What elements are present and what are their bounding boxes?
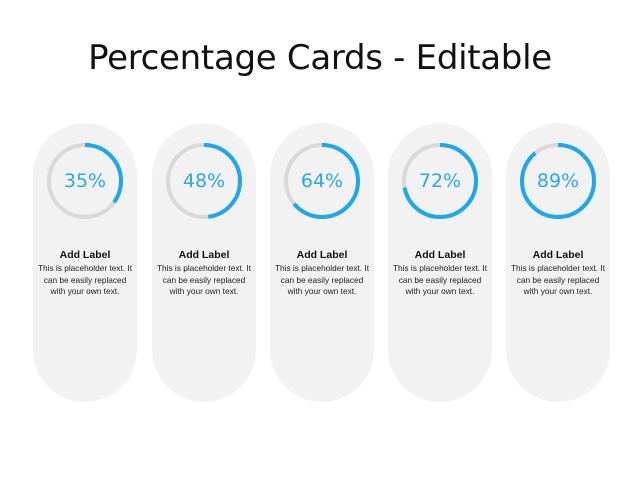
card-label: Add Label [532,249,584,261]
percentage-card: 64% Add Label This is placeholder text. … [270,123,374,402]
progress-ring: 72% [400,141,480,221]
percentage-card: 72% Add Label This is placeholder text. … [388,123,492,402]
ring-chart-icon [520,143,596,219]
card-description: This is placeholder text. It can be easi… [37,263,133,297]
page-title: Percentage Cards - Editable [88,38,552,78]
percent-value: 89% [536,170,580,192]
card-label: Add Label [59,249,111,261]
percentage-card: 89% Add Label This is placeholder text. … [506,123,610,402]
card-description: This is placeholder text. It can be easi… [510,263,606,297]
progress-ring: 48% [164,141,244,221]
percent-value: 64% [300,170,344,192]
card-description: This is placeholder text. It can be easi… [392,263,488,297]
card-description: This is placeholder text. It can be easi… [274,263,370,297]
card-label: Add Label [414,249,466,261]
percentage-card: 35% Add Label This is placeholder text. … [33,123,137,402]
percent-value: 72% [418,170,462,192]
percent-value: 35% [63,170,107,192]
progress-ring: 64% [282,141,362,221]
card-label: Add Label [178,249,230,261]
card-description: This is placeholder text. It can be easi… [156,263,252,297]
ring-chart-icon [47,143,123,219]
ring-chart-icon [284,143,360,219]
card-label: Add Label [296,249,348,261]
progress-ring: 89% [518,141,598,221]
progress-ring: 35% [45,141,125,221]
percent-value: 48% [182,170,226,192]
ring-chart-icon [166,143,242,219]
percentage-card: 48% Add Label This is placeholder text. … [152,123,256,402]
ring-chart-icon [402,143,478,219]
